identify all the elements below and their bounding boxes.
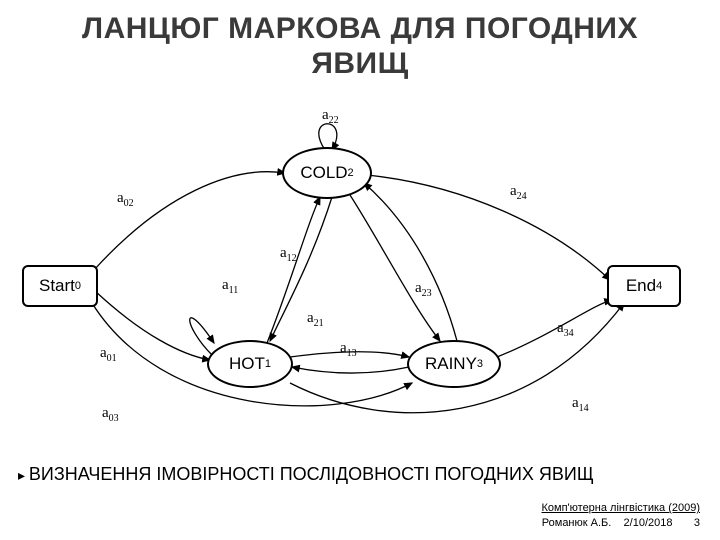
- edge-label-22: a22: [322, 107, 339, 126]
- markov-diagram: Start0 COLD2 HOT1 RAINY3 End4 a22 a02 a24 a11 a1…: [12, 105, 708, 425]
- edge-label-23: a23: [415, 280, 432, 299]
- edge-label-14: a14: [572, 395, 589, 414]
- edge-label-01: a01: [100, 345, 117, 364]
- edges-layer: [12, 105, 708, 425]
- footer-date: 2/10/2018: [624, 517, 673, 529]
- node-cold: COLD2: [282, 147, 372, 199]
- edge-label-34: a34: [557, 320, 574, 339]
- edge-label-02: a02: [117, 190, 134, 209]
- footer-meta: Романюк А.Б. 2/10/2018 3: [542, 516, 701, 530]
- edge-label-13: a13: [340, 340, 357, 359]
- title-line1: ЛАНЦЮГ МАРКОВА ДЛЯ ПОГОДНИХ: [82, 12, 638, 45]
- footer-author: Романюк А.Б.: [542, 517, 612, 529]
- title-line2: ЯВИЩ: [311, 47, 408, 80]
- node-end: End4: [607, 265, 681, 307]
- footer-source: Комп'ютерна лінгвістика (2009): [542, 501, 701, 515]
- subtitle: ▸ ВИЗНАЧЕННЯ ІМОВІРНОСТІ ПОСЛІДОВНОСТІ П…: [0, 464, 720, 485]
- edge-label-03: a03: [102, 405, 119, 424]
- footer: Комп'ютерна лінгвістика (2009) Романюк А…: [542, 501, 701, 530]
- slide-number: 3: [694, 517, 700, 529]
- page-title: ЛАНЦЮГ МАРКОВА ДЛЯ ПОГОДНИХ ЯВИЩ: [0, 0, 720, 81]
- edge-label-11: a11: [222, 277, 238, 296]
- node-hot: HOT1: [207, 340, 293, 388]
- node-start: Start0: [22, 265, 98, 307]
- node-rainy: RAINY3: [407, 340, 501, 388]
- edge-label-12: a12: [280, 245, 297, 264]
- edge-label-24: a24: [510, 183, 527, 202]
- subtitle-text: ВИЗНАЧЕННЯ ІМОВІРНОСТІ ПОСЛІДОВНОСТІ ПОГ…: [29, 464, 594, 484]
- edge-label-21: a21: [307, 310, 324, 329]
